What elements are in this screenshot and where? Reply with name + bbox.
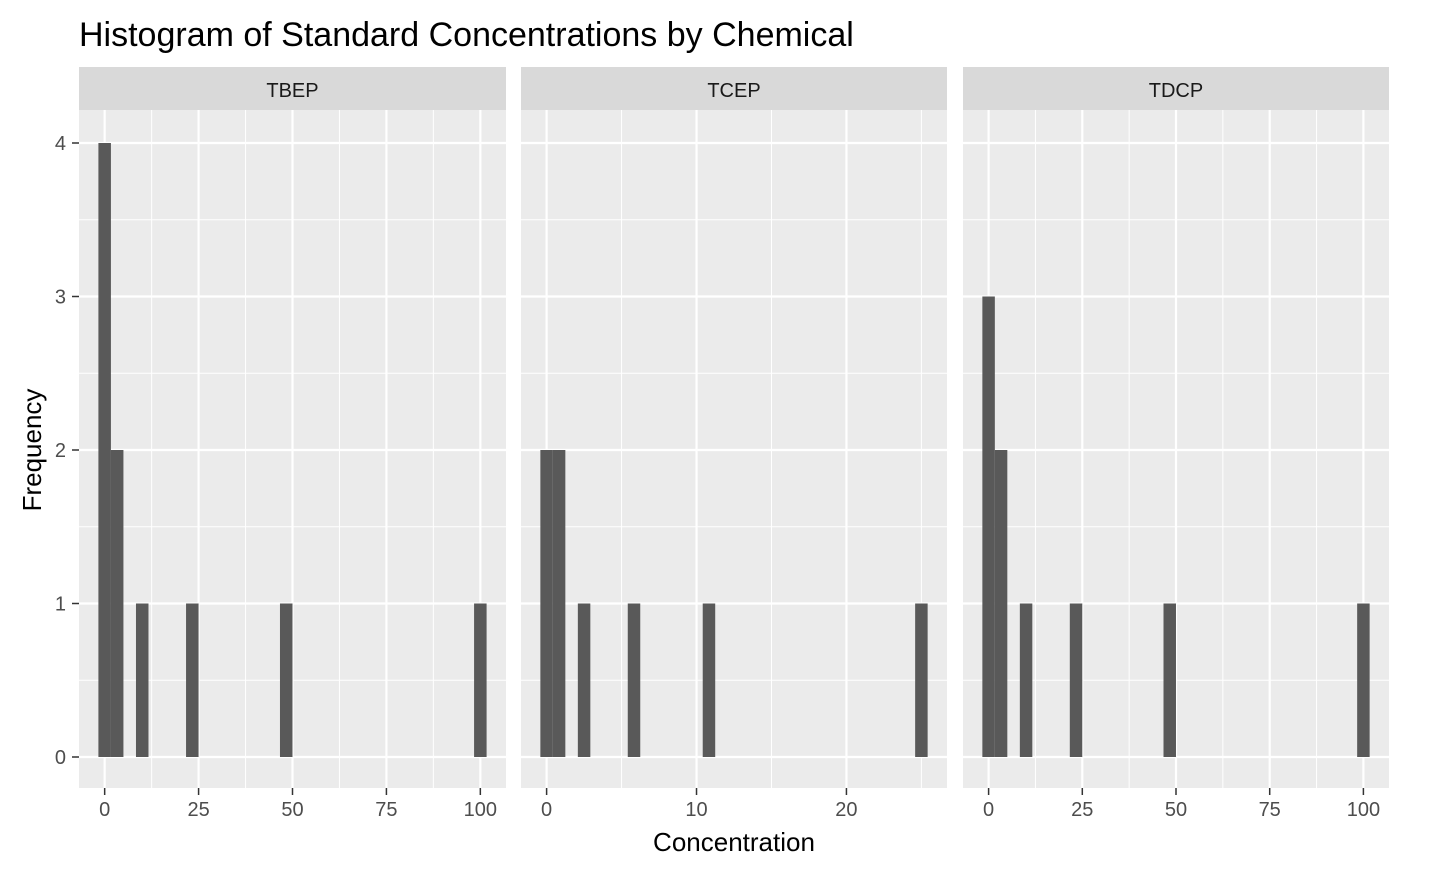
histogram-bar [186, 603, 199, 757]
facet-strip [521, 67, 947, 110]
x-tick-label: 50 [281, 799, 303, 821]
histogram-bar [135, 603, 149, 757]
x-tick-label: 75 [375, 799, 397, 821]
histogram-bar [1069, 603, 1083, 757]
x-axis-label: Concentration [653, 827, 815, 857]
y-tick-label: 3 [55, 287, 66, 309]
facet-panel-tdcp: TDCP 0 25 50 75 100 [963, 67, 1389, 821]
facet-strip-label: TBEP [266, 80, 318, 102]
x-tick-label: 25 [187, 799, 209, 821]
x-tick-label: 0 [99, 799, 110, 821]
x-tick-label: 100 [1347, 799, 1380, 821]
y-tick-label: 1 [55, 594, 66, 616]
facet-strip [79, 67, 506, 110]
y-tick-label: 4 [55, 133, 66, 155]
histogram-bar [702, 603, 716, 757]
histogram-bar [577, 603, 591, 757]
histogram-bar [1357, 603, 1370, 757]
x-tick-label: 75 [1259, 799, 1281, 821]
facet-strip-label: TDCP [1149, 80, 1203, 102]
histogram-bar [540, 450, 553, 757]
y-axis-label: Frequency [17, 389, 47, 512]
histogram-bar [110, 450, 124, 757]
y-tick-label: 0 [55, 747, 66, 769]
chart-title: Histogram of Standard Concentrations by … [79, 16, 854, 54]
histogram-bar [279, 603, 293, 757]
x-tick-label: 10 [685, 799, 707, 821]
histogram-bar [1019, 603, 1033, 757]
facet-panels: 0 1 2 3 4 TBEP 0 25 50 75 100 TCEP 0 10 20 TDCP 0 25 50 75 1… [55, 67, 1389, 821]
histogram-bar [474, 603, 487, 757]
histogram-bar [915, 603, 928, 757]
facet-panel-tcep: TCEP 0 10 20 [521, 67, 947, 821]
histogram-bar [552, 450, 566, 757]
histogram-bar [98, 143, 111, 757]
histogram-bar [627, 603, 641, 757]
facet-strip-label: TCEP [707, 80, 760, 102]
x-tick-label: 100 [464, 799, 497, 821]
x-tick-label: 0 [541, 799, 552, 821]
facet-panel-tbep: TBEP 0 25 50 75 100 [79, 67, 506, 821]
x-tick-label: 0 [983, 799, 994, 821]
x-tick-label: 20 [835, 799, 857, 821]
x-tick-label: 50 [1165, 799, 1187, 821]
histogram-bar [1163, 603, 1176, 757]
y-tick-label: 2 [55, 440, 66, 462]
facet-strip [963, 67, 1389, 110]
histogram-bar [982, 296, 995, 757]
histogram-bar [994, 450, 1008, 757]
x-tick-label: 25 [1071, 799, 1093, 821]
